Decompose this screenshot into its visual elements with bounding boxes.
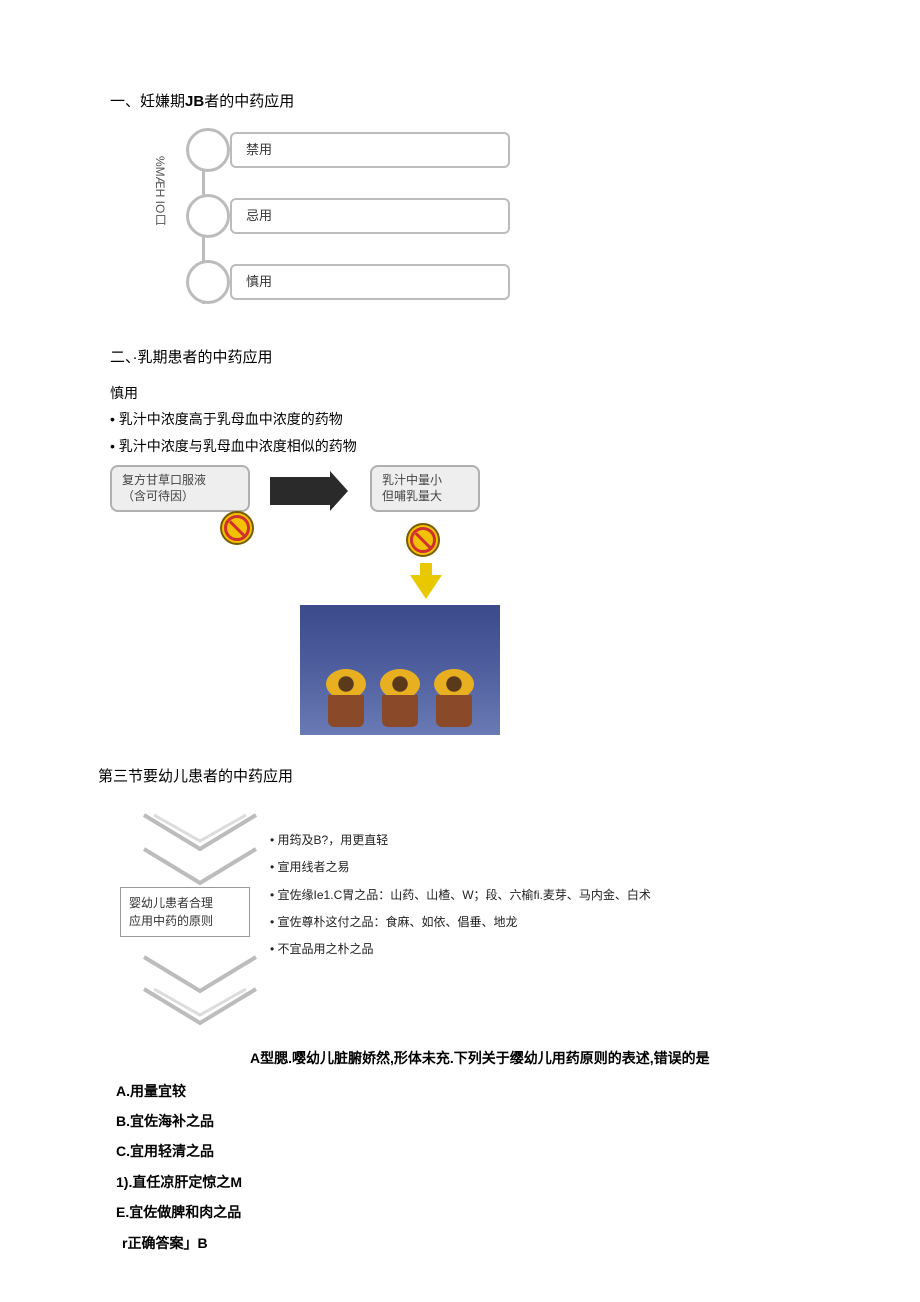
pot-icon	[430, 669, 478, 727]
d3-bullets: 用筠及B?，用更直轻 宣用线者之易 宜佐缘Ie1.C胃之品：山药、山楂、W；段、…	[270, 823, 651, 967]
section2-title: 二、·乳期患者的中药应用	[110, 346, 810, 370]
d1-bar-3: 慎用	[230, 264, 510, 300]
prohibit-icon	[406, 523, 440, 557]
d3-b1: 用筠及B?，用更直轻	[270, 831, 651, 850]
callout-left-l1: 复方甘草口服液	[122, 473, 238, 489]
circle-icon	[186, 260, 230, 304]
opt-e: E.宜佐做脾和肉之品	[116, 1201, 810, 1223]
circle-icon	[186, 194, 230, 238]
d3-b3: 宜佐缘Ie1.C胃之品：山药、山楂、W；段、六榆fi.麦芽、马内金、白术	[270, 886, 651, 905]
d3-box-l2: 应用中药的原则	[129, 912, 241, 930]
s2-bullet2: • 乳汁中浓度与乳母血中浓度相似的药物	[110, 435, 810, 457]
opt-c: C.宜用轻清之品	[116, 1140, 810, 1162]
callout-left: 复方甘草口服液 （含可待因）	[110, 465, 250, 512]
question-options: A.用量宜较 B.宜佐海补之品 C.宜用轻清之品 1).直任凉肝定惊之M E.宜…	[116, 1080, 810, 1254]
callout-right-l2: 但哺乳量大	[382, 489, 468, 505]
d3-box-l1: 婴幼儿患者合理	[129, 894, 241, 912]
d1-vertical-label: %MÆH IO口	[150, 156, 169, 225]
diagram3: 婴幼儿患者合理 应用中药的原则 用筠及B?，用更直轻 宣用线者之易 宜佐缘Ie1…	[120, 805, 800, 1035]
chevron-down-icon	[140, 845, 260, 889]
chevron-down-icon	[140, 985, 260, 1029]
d3-b4: 宣佐尊朴这付之品：食麻、如依、倡垂、地龙	[270, 913, 651, 932]
s1-title-prefix: 一、妊嫌期	[110, 93, 185, 110]
opt-b: B.宜佐海补之品	[116, 1110, 810, 1132]
opt-d: 1).直任凉肝定惊之M	[116, 1171, 810, 1193]
question-stem: A型腮.嘤幼儿脏腑娇然,形体未充.下列关于缨幼儿用药原则的表述,错误的是	[250, 1047, 810, 1069]
pot-icon	[322, 669, 370, 727]
section3-title: 第三节要幼儿患者的中药应用	[98, 765, 810, 789]
d1-bar-1: 禁用	[230, 132, 510, 168]
d3-box-label: 婴幼儿患者合理 应用中药的原则	[120, 887, 250, 937]
arrow-down-icon	[410, 575, 442, 599]
s2-bullet1: • 乳汁中浓度高于乳母血中浓度的药物	[110, 408, 810, 430]
arrow-right-icon	[270, 477, 330, 505]
diagram2: 复方甘草口服液 （含可待因） 乳汁中量小 但哺乳量大	[110, 465, 530, 745]
answer: r正确答案」B	[122, 1232, 810, 1254]
opt-a: A.用量宜较	[116, 1080, 810, 1102]
diagram1: %MÆH IO口 禁用 忌用 慎用	[150, 126, 570, 326]
s2-line1: 慎用	[110, 382, 810, 404]
section1-title: 一、妊嫌期JB者的中药应用	[110, 90, 810, 114]
sunflower-photo	[300, 605, 500, 735]
prohibit-icon	[220, 511, 254, 545]
d3-b5: 不宜品用之朴之品	[270, 940, 651, 959]
d1-bar-2: 忌用	[230, 198, 510, 234]
d3-b2: 宣用线者之易	[270, 858, 651, 877]
callout-right: 乳汁中量小 但哺乳量大	[370, 465, 480, 512]
circle-icon	[186, 128, 230, 172]
callout-left-l2: （含可待因）	[122, 489, 238, 505]
callout-right-l1: 乳汁中量小	[382, 473, 468, 489]
pot-icon	[376, 669, 424, 727]
s1-title-suffix: 者的中药应用	[204, 93, 294, 110]
s1-title-bold: JB	[185, 93, 204, 110]
